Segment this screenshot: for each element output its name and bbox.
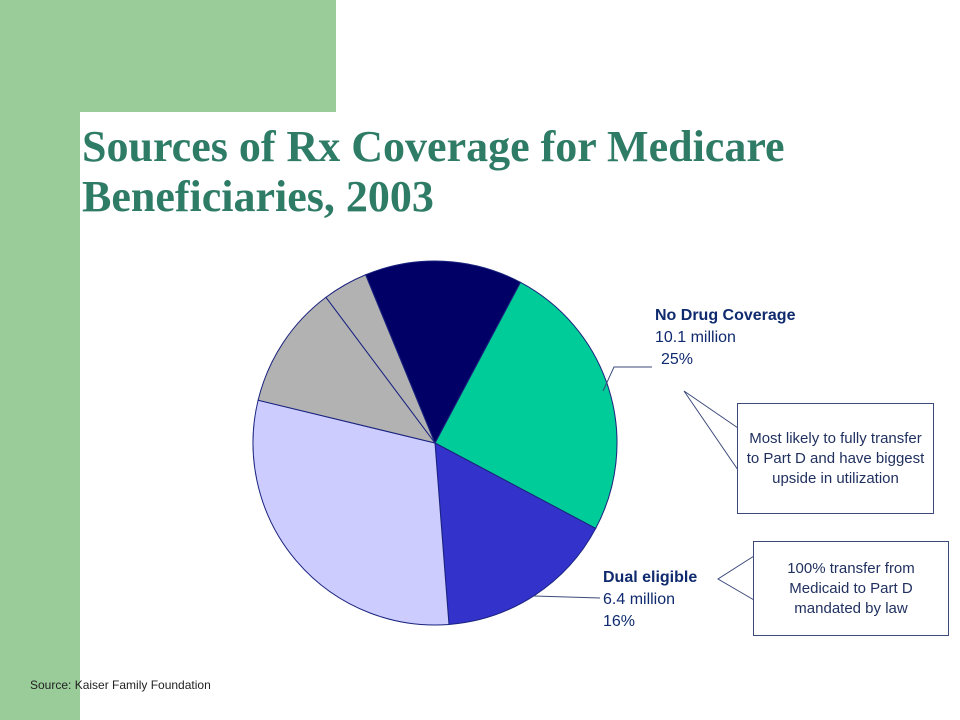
source-note: Source: Kaiser Family Foundation xyxy=(30,678,211,692)
no-drug-coverage-percent: 25% xyxy=(661,351,694,368)
dual-eligible-amount: 6.4 million xyxy=(603,591,676,608)
pie-slice-unlabeled-2 xyxy=(252,399,450,626)
dual-leader-line xyxy=(533,595,601,599)
no-drug-leader-line xyxy=(602,366,652,392)
dual-eligible-percent: 16% xyxy=(603,613,636,630)
slide-title: Sources of Rx Coverage for Medicare Bene… xyxy=(82,122,785,221)
pie-slice-unlabeled-5 xyxy=(364,260,522,445)
no-drug-callout: Most likely to fully transfer to Part D … xyxy=(737,403,934,514)
dual-eligible-label: Dual eligible 6.4 million 16% xyxy=(603,567,697,633)
no-drug-callout-text: Most likely to fully transfer to Part D … xyxy=(746,429,925,487)
dual-callout-pointer xyxy=(717,555,755,601)
pie-slice-unlabeled-3 xyxy=(257,296,437,444)
no-drug-coverage-name: No Drug Coverage xyxy=(655,307,796,324)
no-drug-coverage-label: No Drug Coverage 10.1 million 25% xyxy=(655,305,795,371)
no-drug-coverage-amount: 10.1 million xyxy=(655,329,736,346)
dual-eligible-name: Dual eligible xyxy=(603,569,698,586)
dual-callout: 100% transfer from Medicaid to Part D ma… xyxy=(753,541,949,636)
no-drug-callout-pointer xyxy=(683,390,739,471)
pie-slice-dual-eligible xyxy=(434,442,597,625)
green-band-side xyxy=(0,0,80,720)
dual-callout-text: 100% transfer from Medicaid to Part D ma… xyxy=(787,559,915,617)
